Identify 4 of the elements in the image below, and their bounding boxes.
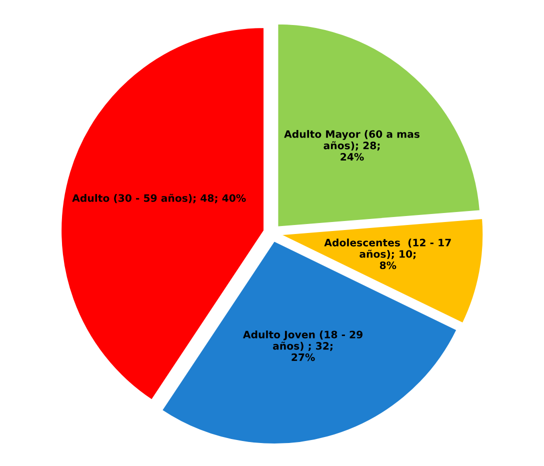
slice-label: Adulto Mayor (60 a mas años); 28; 24%: [284, 130, 420, 161]
slice-label: Adolescentes (12 - 17 años); 10; 8%: [324, 238, 451, 270]
slice-label: Adulto Joven (18 - 29 años) ; 32; 27%: [242, 330, 362, 362]
slice-label: Adulto (30 - 59 años); 48; 40%: [72, 194, 246, 204]
